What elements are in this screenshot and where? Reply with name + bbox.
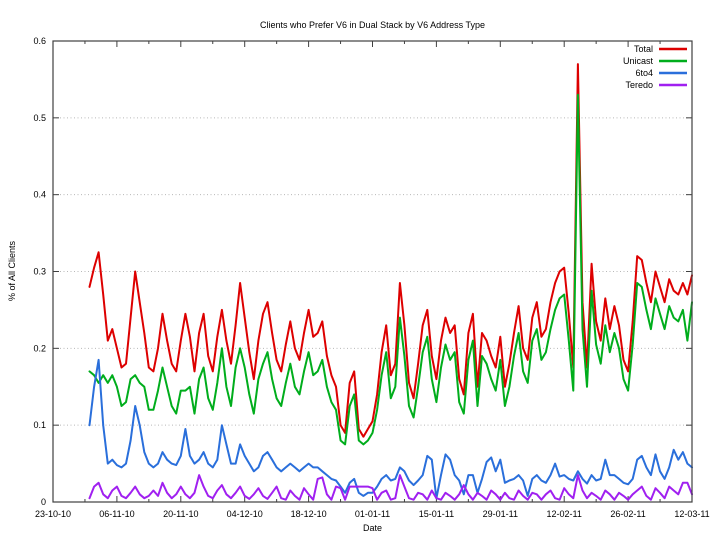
y-tick-label: 0.4 bbox=[33, 190, 46, 200]
x-tick-label: 23-10-10 bbox=[35, 509, 71, 519]
y-tick-label: 0.1 bbox=[33, 420, 46, 430]
series-line-teredo bbox=[88, 474, 693, 501]
series-line-total bbox=[88, 63, 693, 438]
x-tick-label: 12-03-11 bbox=[674, 509, 709, 519]
legend-label-total: Total bbox=[634, 44, 653, 54]
x-tick-label: 15-01-11 bbox=[419, 509, 454, 519]
x-tick-label: 20-11-10 bbox=[163, 509, 198, 519]
x-tick-label: 06-11-10 bbox=[99, 509, 134, 519]
series-line-6to4 bbox=[88, 358, 693, 500]
legend-label-6to4: 6to4 bbox=[635, 68, 653, 78]
x-tick-label: 01-01-11 bbox=[355, 509, 390, 519]
x-tick-label: 12-02-11 bbox=[547, 509, 582, 519]
x-tick-label: 29-01-11 bbox=[483, 509, 518, 519]
plot-border bbox=[52, 40, 693, 503]
y-tick-label: 0.3 bbox=[33, 267, 46, 277]
x-tick-label: 04-12-10 bbox=[227, 509, 263, 519]
chart-title: Clients who Prefer V6 in Dual Stack by V… bbox=[260, 20, 485, 30]
legend-label-unicast: Unicast bbox=[623, 56, 654, 66]
y-tick-label: 0 bbox=[41, 497, 46, 507]
y-tick-label: 0.2 bbox=[33, 343, 46, 353]
x-tick-label: 18-12-10 bbox=[291, 509, 327, 519]
y-tick-label: 0.6 bbox=[33, 36, 46, 46]
y-tick-label: 0.5 bbox=[33, 113, 46, 123]
x-axis-title: Date bbox=[362, 523, 382, 533]
legend-label-teredo: Teredo bbox=[625, 80, 653, 90]
series-line-unicast bbox=[88, 93, 693, 446]
x-tick-label: 26-02-11 bbox=[610, 509, 645, 519]
